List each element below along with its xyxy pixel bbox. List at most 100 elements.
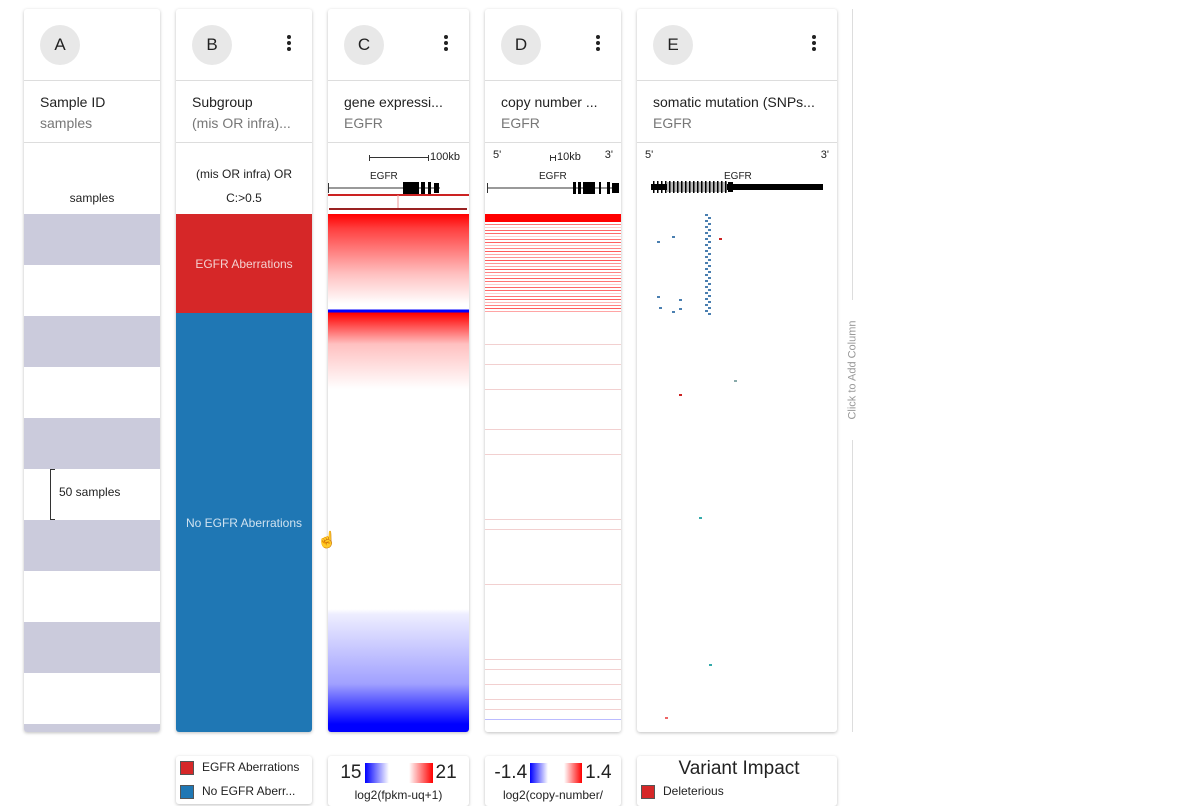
mutation-mark (699, 517, 702, 519)
column-subtitle: (mis OR infra)... (192, 115, 291, 131)
mutation-mark (705, 238, 708, 240)
legend-max: 1.4 (585, 762, 612, 783)
gene-model-icon (651, 181, 823, 193)
sample-band (24, 622, 160, 673)
column-b: B Subgroup (mis OR infra)... (mis OR infr… (176, 9, 312, 732)
legend-unit: log2(copy-number/ (502, 788, 604, 802)
mutation-mark (708, 247, 711, 249)
expression-heatmap[interactable] (328, 214, 469, 732)
mutation-mark (665, 717, 668, 719)
column-id-badge[interactable]: E (653, 25, 693, 65)
mutation-mark (679, 299, 682, 301)
scale-bar (369, 155, 429, 161)
sample-band (24, 520, 160, 571)
mutation-mark (708, 259, 711, 261)
group-egfr-aberrations[interactable]: EGFR Aberrations (176, 214, 312, 313)
mutation-mark (734, 380, 737, 382)
gene-label: EGFR (539, 171, 567, 182)
mutation-mark (708, 241, 711, 243)
more-vert-icon[interactable] (286, 35, 292, 55)
mutation-mark (657, 241, 660, 243)
column-id-badge[interactable]: A (40, 25, 80, 65)
column-id-badge[interactable]: B (192, 25, 232, 65)
scale-label: 10kb (557, 151, 581, 163)
mutation-mark (708, 229, 711, 231)
scale-bar (550, 155, 556, 161)
legend-label: Deleterious (663, 784, 724, 798)
scale-label: 100kb (430, 151, 460, 163)
legend-title: Variant Impact (678, 758, 800, 779)
red-gradient (564, 762, 583, 783)
column-title[interactable]: Subgroup (192, 94, 253, 110)
column-title[interactable]: somatic mutation (SNPs... (653, 94, 815, 110)
legend-min: 15 (340, 762, 362, 783)
column-subtitle: EGFR (344, 115, 383, 131)
mutation-mark (708, 217, 711, 219)
column-e: E somatic mutation (SNPs... EGFR 5' 3' EG… (637, 9, 837, 732)
add-column-button[interactable]: Click to Add Column (846, 300, 860, 440)
sample-band (24, 418, 160, 469)
copy-number-legend: -1.4 1.4 log2(copy-number/ (485, 756, 621, 806)
gene-label: EGFR (724, 171, 752, 182)
legend-item: Deleterious (641, 784, 837, 799)
column-title[interactable]: copy number ... (501, 94, 598, 110)
legend-item: No EGFR Aberr... (180, 784, 312, 804)
mutation-mark (708, 253, 711, 255)
column-subtitle: samples (40, 115, 93, 131)
legend-unit: log2(fpkm-uq+1) (354, 788, 443, 802)
group-no-egfr-aberrations[interactable]: No EGFR Aberrations (176, 313, 312, 732)
mutation-mark (708, 235, 711, 237)
column-d: D copy number ... EGFR 5' 3' 10kb EGFR (485, 9, 621, 732)
mutation-mark (708, 277, 711, 279)
more-vert-icon[interactable] (811, 35, 817, 55)
mutation-mark (708, 289, 711, 291)
mutation-mark (705, 214, 708, 216)
subgroup-legend: EGFR Aberrations No EGFR Aberr... (176, 756, 312, 804)
five-prime-label: 5' (493, 149, 502, 161)
filter-expression-line2: C:>0.5 (226, 191, 262, 205)
sample-band (24, 214, 160, 265)
legend-label: No EGFR Aberr... (202, 784, 296, 798)
mutation-mark (679, 394, 682, 396)
sample-id-bands[interactable]: 50 samples (24, 214, 160, 732)
filter-expression-line1: (mis OR infra) OR (196, 167, 292, 181)
more-vert-icon[interactable] (595, 35, 601, 55)
mutation-mark (657, 296, 660, 298)
copy-number-heatmap[interactable] (485, 214, 621, 732)
blue-gradient (364, 762, 389, 783)
bracket-icon (50, 469, 55, 520)
gene-model-icon (328, 182, 469, 210)
color-swatch (641, 784, 655, 799)
sample-band (24, 316, 160, 367)
mutation-mark (705, 286, 708, 288)
column-title[interactable]: gene expressi... (344, 94, 443, 110)
mutation-mark (705, 292, 708, 294)
mutation-mark (705, 232, 708, 234)
three-prime-label: 3' (604, 149, 613, 161)
mutation-mark (705, 280, 708, 282)
column-id-badge[interactable]: C (344, 25, 384, 65)
mutation-mark (672, 311, 675, 313)
legend-label: EGFR Aberrations (202, 760, 300, 774)
mutation-plot[interactable] (637, 214, 837, 732)
mutation-mark (705, 274, 708, 276)
mutation-mark (672, 236, 675, 238)
column-title[interactable]: Sample ID (40, 94, 106, 110)
blue-gradient (530, 762, 549, 783)
variant-impact-legend: Variant Impact Deleterious (637, 756, 837, 806)
mutation-mark (708, 265, 711, 267)
mutation-mark (659, 307, 662, 309)
mutation-mark (705, 304, 708, 306)
add-column-label: Click to Add Column (847, 320, 860, 420)
column-c: C gene expressi... EGFR 100kb EGFR (328, 9, 469, 732)
more-vert-icon[interactable] (443, 35, 449, 55)
column-a: A Sample ID samples samples 50 samples (24, 9, 160, 732)
mutation-mark (705, 226, 708, 228)
column-id-badge[interactable]: D (501, 25, 541, 65)
mutation-mark (708, 283, 711, 285)
mutation-mark (708, 313, 711, 315)
mutation-mark (708, 271, 711, 273)
legend-item: EGFR Aberrations (180, 760, 312, 780)
mutation-mark (709, 664, 712, 666)
five-prime-label: 5' (645, 149, 654, 161)
